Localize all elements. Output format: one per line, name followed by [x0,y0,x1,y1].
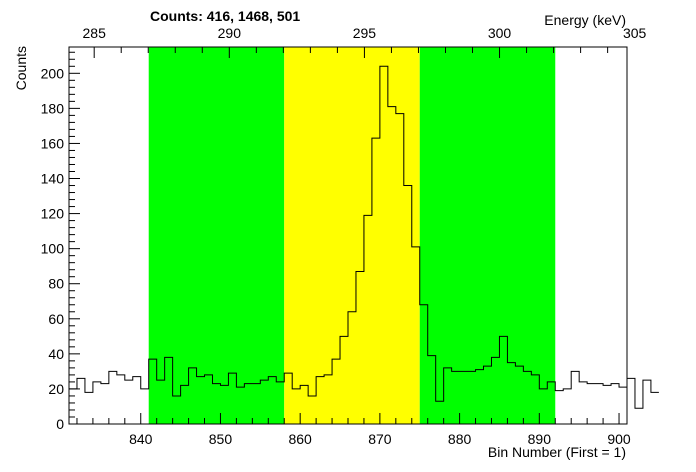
histogram-line [69,65,659,409]
x-tick-label: 860 [288,431,312,447]
x-tick-label: 890 [528,431,552,447]
top-tick-label: 295 [353,25,377,41]
region-band-1 [148,47,285,424]
top-axis-label: Energy (keV) [544,12,626,28]
y-tick-label: 0 [56,416,64,432]
axes: 840 850 860 870 880 890 900 0 20 40 60 80 100 120 140 1… [41,25,647,447]
x-tick-label: 870 [368,431,392,447]
y-tick-label: 180 [41,100,65,116]
y-tick-label: 160 [41,135,65,151]
chart-title: Counts: 416, 1468, 501 [150,8,300,24]
y-tick-label: 120 [41,206,65,222]
x-tick-label: 900 [607,431,631,447]
y-tick-label: 40 [48,346,64,362]
y-tick-label: 200 [41,65,65,81]
top-tick-label: 285 [83,25,107,41]
y-tick-label: 20 [48,381,64,397]
top-tick-label: 290 [218,25,242,41]
region-bands [148,47,556,424]
top-tick-label: 305 [623,25,647,41]
y-tick-label: 140 [41,171,65,187]
x-tick-label: 840 [129,431,153,447]
y-axis-label: Counts [13,46,29,90]
top-tick-label: 300 [488,25,512,41]
y-tick-label: 80 [48,276,64,292]
y-tick-label: 100 [41,241,65,257]
x-tick-label: 880 [448,431,472,447]
x-axis-label: Bin Number (First = 1) [488,444,626,460]
region-band-2 [284,47,420,424]
region-band-3 [419,47,556,424]
y-tick-label: 60 [48,311,64,327]
x-tick-label: 850 [209,431,233,447]
